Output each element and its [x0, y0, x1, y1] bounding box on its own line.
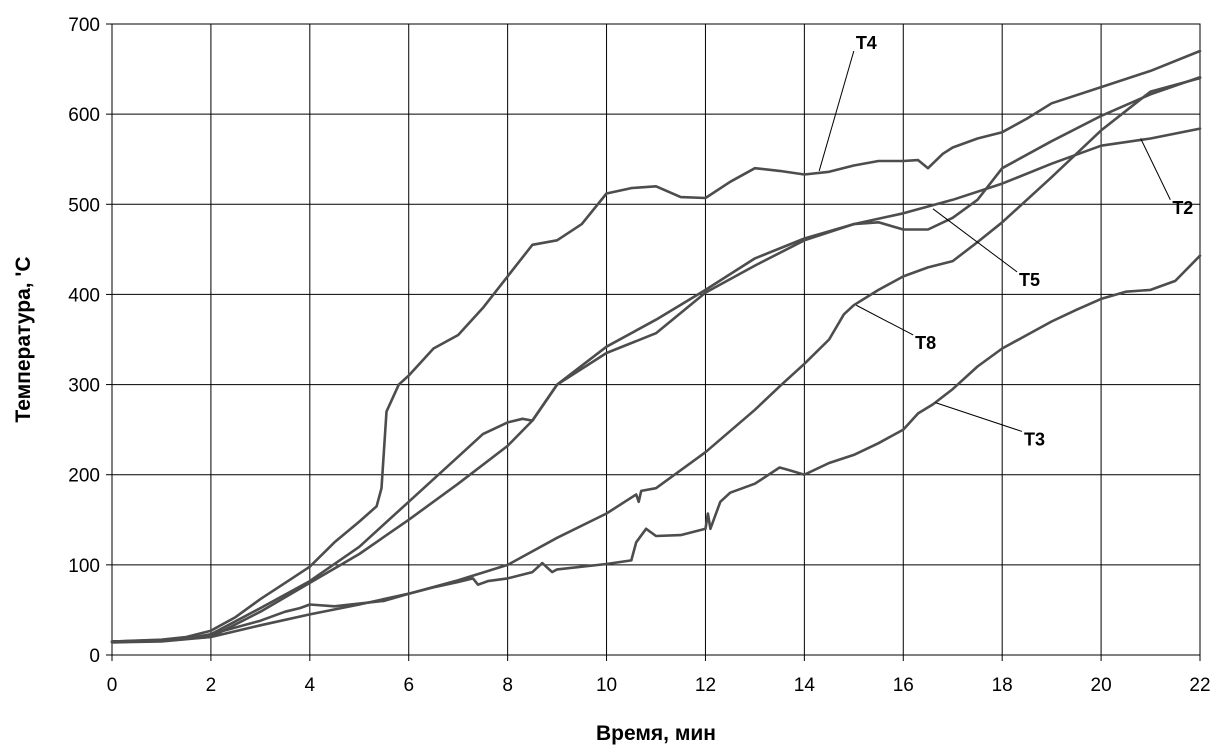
x-tick-label: 12 [695, 675, 716, 696]
series-labels: T4 T2 T5 T8 T3 [818, 33, 1193, 449]
y-axis-title: Температура, 'С [12, 256, 35, 422]
x-tick-label: 10 [596, 675, 617, 696]
series-label-t2: T2 [1172, 198, 1193, 218]
series-line-t8 [110, 76, 1202, 644]
x-tick-label: 18 [992, 675, 1013, 696]
y-tick-label: 500 [68, 195, 100, 216]
leader-line-t8 [856, 304, 914, 336]
y-tick-label: 100 [68, 556, 100, 577]
x-tick-label: 22 [1189, 675, 1210, 696]
y-tick-label: 300 [68, 376, 100, 397]
series-line-t5 [110, 75, 1202, 643]
x-tick-label: 16 [893, 675, 914, 696]
x-tick-label: 2 [206, 675, 217, 696]
y-tick-label: 200 [68, 466, 100, 487]
series-line-t3 [110, 254, 1202, 643]
leader-line-t4 [818, 50, 855, 172]
y-tick-label: 700 [68, 15, 100, 36]
x-tick-label: 8 [502, 675, 513, 696]
x-tick-label: 0 [107, 675, 118, 696]
y-tick-label: 400 [68, 285, 100, 306]
y-tick-label: 0 [89, 646, 100, 667]
x-tick-label: 14 [794, 675, 816, 696]
series-label-t5: T5 [1019, 270, 1040, 290]
plot-area-frame [111, 23, 1201, 656]
grid-lines [111, 23, 1201, 656]
y-axis-ticks: 0 100 200 300 400 500 600 700 [68, 15, 112, 667]
series-label-t3: T3 [1024, 429, 1045, 449]
series-label-t4: T4 [856, 33, 877, 53]
x-tick-label: 6 [403, 675, 414, 696]
x-axis-ticks: 0 2 4 6 8 10 12 14 16 18 20 22 [107, 655, 1211, 696]
series-lines [110, 49, 1202, 644]
y-tick-label: 600 [68, 105, 100, 126]
leader-line-t2 [1140, 138, 1171, 200]
x-axis-title: Время, мин [596, 722, 716, 745]
x-tick-label: 4 [305, 675, 316, 696]
series-line-t4 [110, 49, 1202, 643]
series-label-t8: T8 [915, 333, 936, 353]
leader-line-t5 [932, 208, 1018, 273]
x-tick-label: 20 [1091, 675, 1112, 696]
leader-line-t3 [935, 402, 1023, 432]
